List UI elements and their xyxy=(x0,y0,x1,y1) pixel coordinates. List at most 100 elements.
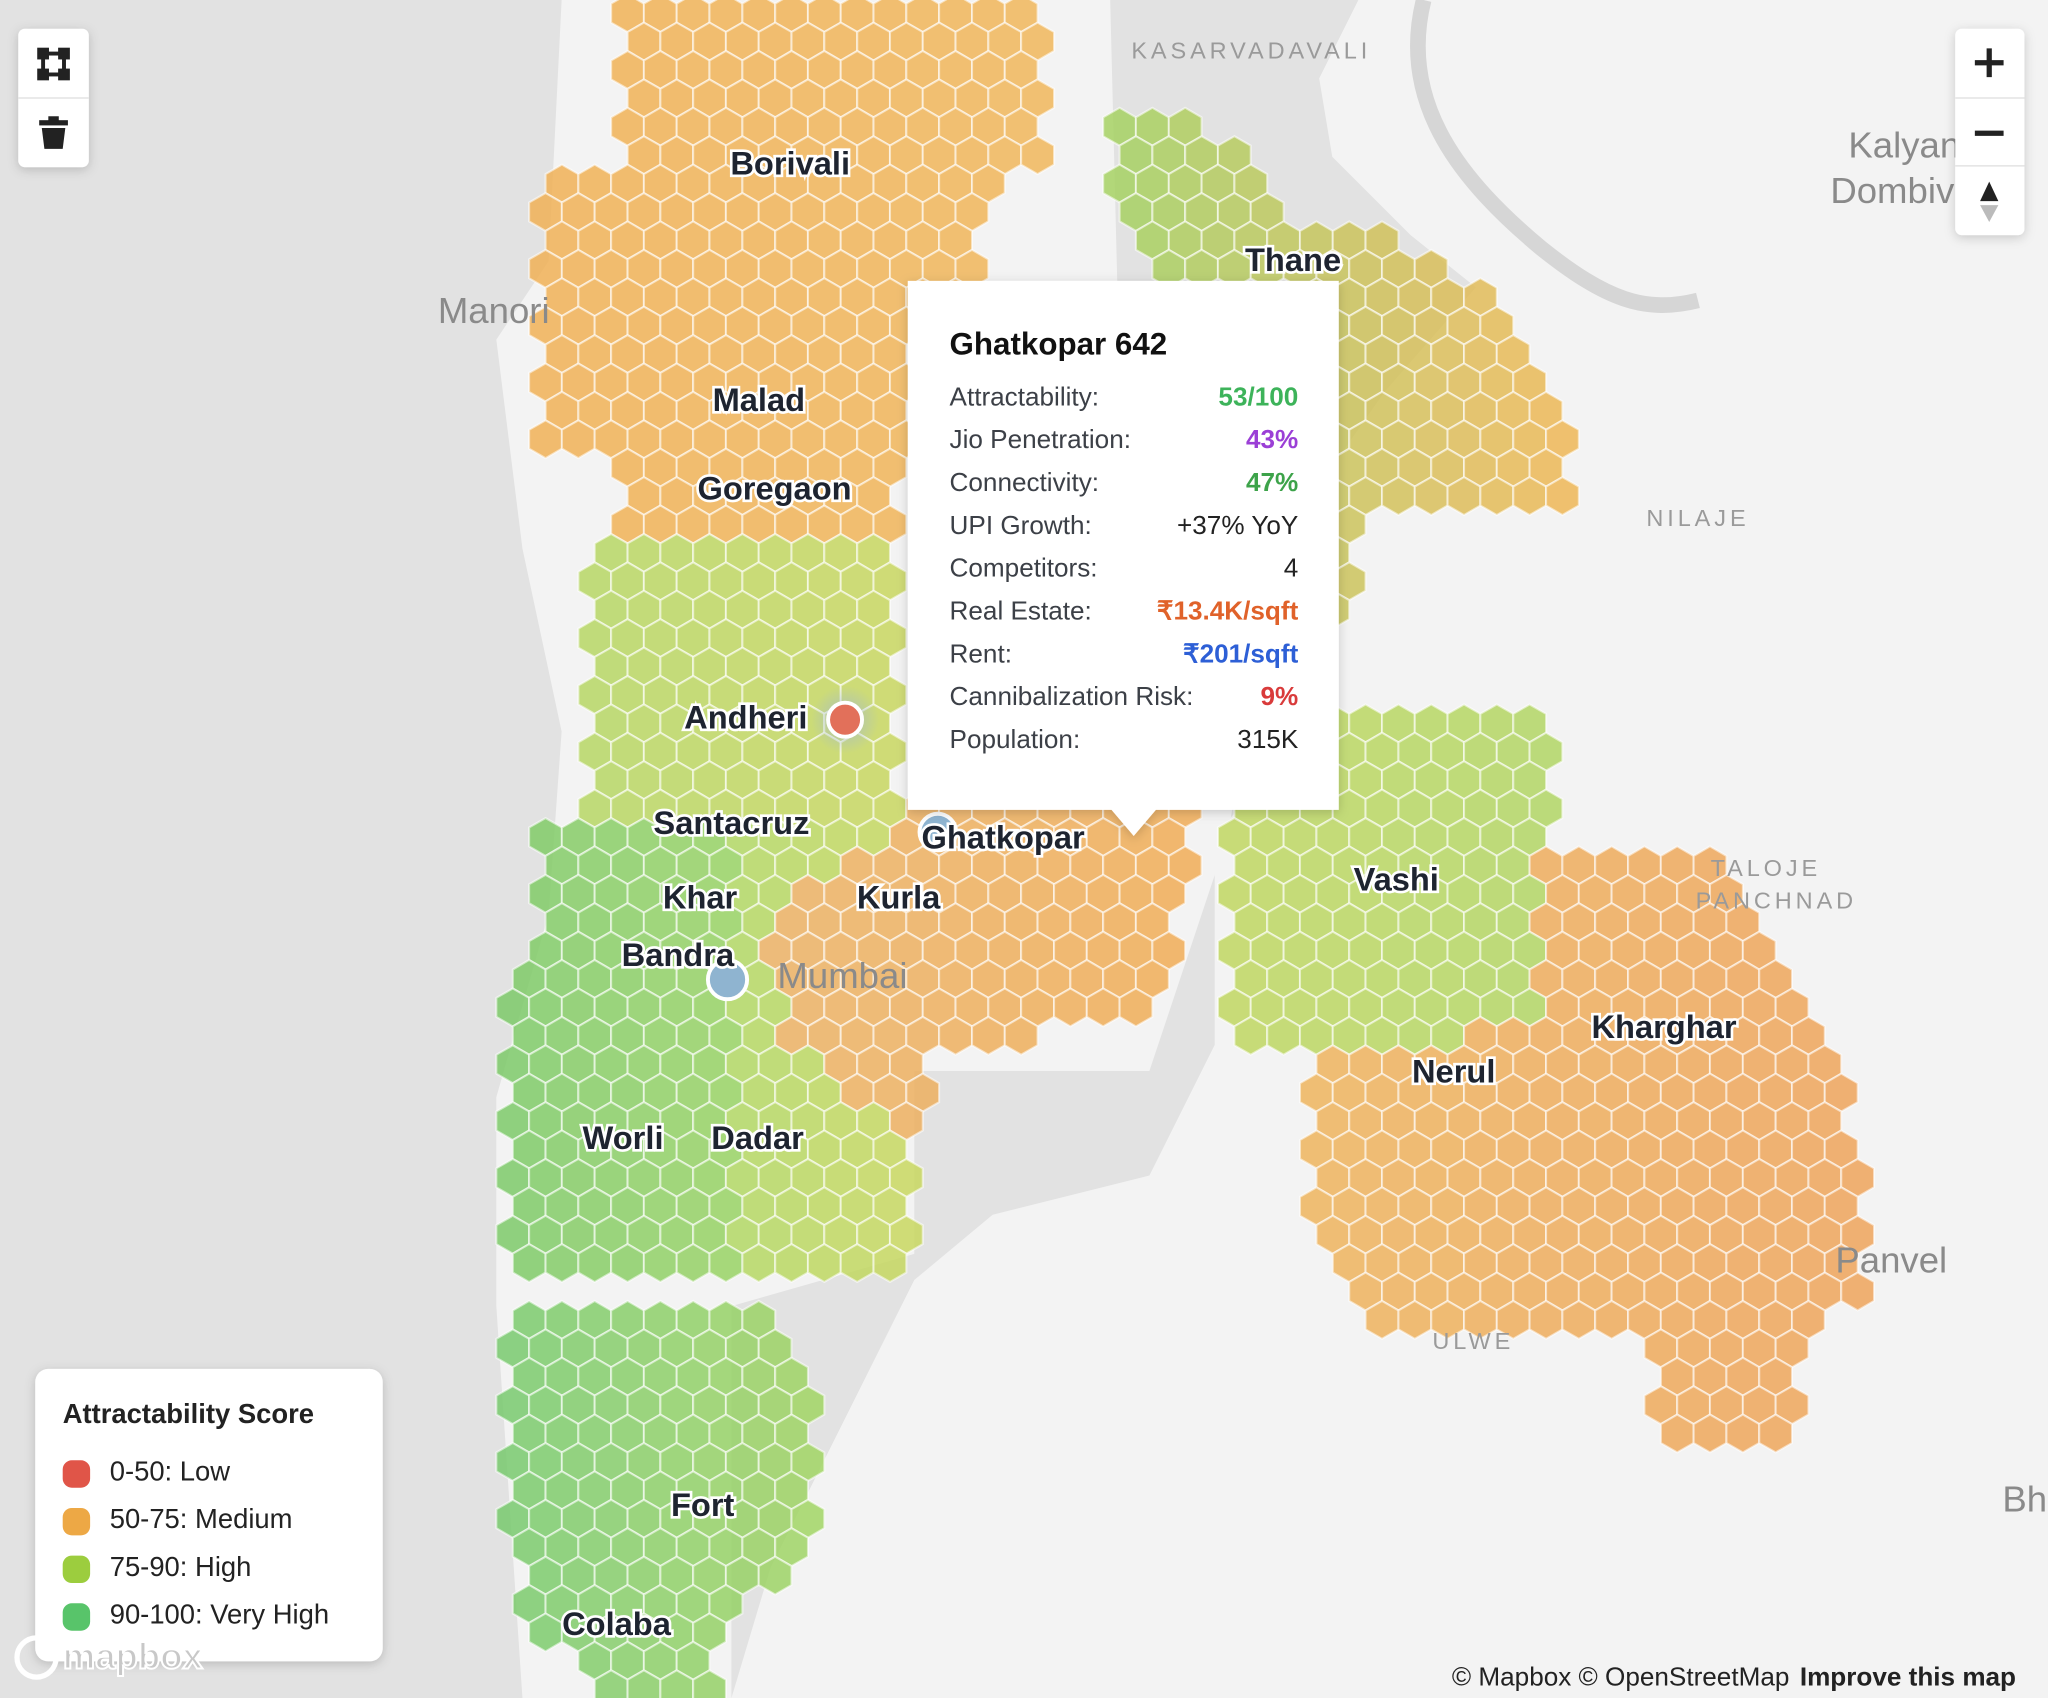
tooltip-title: Ghatkopar 642 xyxy=(950,326,1168,361)
place-label[interactable]: Bandra xyxy=(619,933,738,975)
place-label[interactable]: Andheri xyxy=(682,696,811,738)
place-label[interactable]: Santacruz xyxy=(651,802,812,844)
hex-cell[interactable] xyxy=(1380,475,1416,517)
tooltip-value: ₹201/sqft xyxy=(1183,638,1299,668)
place-label[interactable]: Colaba xyxy=(559,1602,674,1644)
zoom-in[interactable] xyxy=(1974,48,2004,78)
mapbox-logo: mapbox xyxy=(63,1635,204,1676)
hex-cell[interactable] xyxy=(1233,1015,1269,1056)
area-label: KASARVADAVALI xyxy=(1131,37,1371,63)
legend-box xyxy=(35,1368,383,1662)
place-label[interactable]: Worli xyxy=(580,1116,666,1158)
place-label[interactable]: Fort xyxy=(668,1483,737,1525)
legend-swatch xyxy=(62,1603,91,1631)
place-label[interactable]: Dadar xyxy=(709,1116,807,1158)
hex-cell[interactable] xyxy=(1446,475,1482,517)
hex-cell[interactable] xyxy=(839,1242,875,1284)
tooltip: Ghatkopar 642 Attractability: 53/100 Jio P… xyxy=(907,280,1339,836)
place-label[interactable]: Khar xyxy=(660,876,740,918)
hex-cell[interactable] xyxy=(593,1669,629,1698)
hex-cell[interactable] xyxy=(1545,475,1580,517)
hex-cell[interactable] xyxy=(872,1242,908,1284)
hex-cell[interactable] xyxy=(1479,475,1515,517)
hex-cell[interactable] xyxy=(1118,987,1154,1028)
tooltip-label: Connectivity: xyxy=(950,467,1099,497)
place-label[interactable]: Vashi xyxy=(1351,858,1442,900)
area-label: Manori xyxy=(438,290,550,331)
legend-label: 0-50: Low xyxy=(110,1456,231,1487)
site-marker[interactable] xyxy=(917,811,959,853)
attribution-text[interactable]: © Mapbox © OpenStreetMap xyxy=(1452,1661,1789,1691)
hex-cell[interactable] xyxy=(1413,475,1449,517)
compass[interactable] xyxy=(1980,181,1999,223)
hex-cell[interactable] xyxy=(1020,135,1056,176)
tooltip-label: Real Estate: xyxy=(950,595,1092,625)
hex-cell[interactable] xyxy=(675,1242,711,1284)
hex-cell[interactable] xyxy=(1594,1299,1630,1340)
place-label[interactable]: Kurla xyxy=(854,876,944,918)
legend-swatch xyxy=(62,1507,91,1536)
place-label[interactable]: Borivali xyxy=(728,142,853,184)
hex-cell[interactable] xyxy=(1512,475,1548,517)
hex-cell[interactable] xyxy=(511,1242,547,1284)
place-label[interactable]: Nerul xyxy=(1409,1050,1498,1092)
place-label[interactable]: Ghatkopar xyxy=(919,816,1088,858)
hex-cell[interactable] xyxy=(577,1242,613,1284)
hex-cell[interactable] xyxy=(757,1555,793,1596)
site-marker[interactable] xyxy=(826,700,864,739)
place-label[interactable]: Malad xyxy=(710,378,808,420)
hex-cell[interactable] xyxy=(659,1669,695,1698)
area-label: Mumbai xyxy=(777,955,907,996)
hex-cell[interactable] xyxy=(774,1242,810,1284)
hex-cell[interactable] xyxy=(1561,1299,1597,1341)
hex-cell[interactable] xyxy=(1840,1271,1876,1312)
site-marker[interactable] xyxy=(705,958,750,1002)
hex-cell[interactable] xyxy=(528,1612,563,1653)
hex-cell[interactable] xyxy=(1692,1413,1728,1454)
trash-tool[interactable] xyxy=(39,116,68,149)
hex-cell[interactable] xyxy=(938,1015,974,1056)
tooltip-label: Rent: xyxy=(950,638,1012,668)
legend-label: 75-90: High xyxy=(110,1551,252,1582)
legend-swatch xyxy=(62,1460,91,1488)
improve-link[interactable]: Improve this map xyxy=(1800,1661,2016,1691)
area-label: PANCHNAD xyxy=(1696,888,1857,914)
area-label: Kalyan xyxy=(1848,124,1960,165)
hex-cell[interactable] xyxy=(806,1242,842,1284)
tooltip-label: UPI Growth: xyxy=(950,510,1092,540)
hex-cell[interactable] xyxy=(1725,1413,1761,1454)
hex-cell[interactable] xyxy=(708,1242,744,1284)
polygon-tool[interactable] xyxy=(37,47,70,81)
hex-cell[interactable] xyxy=(610,1242,645,1284)
hex-cell[interactable] xyxy=(1397,1299,1433,1341)
hex-cell[interactable] xyxy=(692,1669,727,1698)
tooltip-value: 9% xyxy=(1261,681,1299,711)
legend-title: Attractability Score xyxy=(63,1398,314,1429)
place-label[interactable]: Thane xyxy=(1242,239,1343,281)
hex-cell[interactable] xyxy=(528,419,563,460)
area-label: Panvel xyxy=(1835,1240,1947,1281)
hex-cell[interactable] xyxy=(1528,1299,1564,1341)
hex-cell[interactable] xyxy=(741,1242,777,1284)
hex-cell[interactable] xyxy=(1052,987,1088,1028)
mapbox-logo-mark xyxy=(14,1635,59,1680)
place-label[interactable]: Goregaon xyxy=(695,467,854,509)
place-label[interactable]: Kharghar xyxy=(1589,1005,1740,1047)
hex-cell[interactable] xyxy=(1364,1299,1400,1340)
hex-cell[interactable] xyxy=(1085,987,1121,1028)
hex-cell[interactable] xyxy=(1266,1015,1302,1056)
tooltip-label: Jio Penetration: xyxy=(950,424,1131,454)
hex-layer xyxy=(495,0,1876,1698)
hex-cell[interactable] xyxy=(560,419,596,460)
hex-cell[interactable] xyxy=(544,1242,580,1284)
hex-cell[interactable] xyxy=(1758,1413,1794,1454)
nav-controls xyxy=(1955,28,2025,236)
hex-cell[interactable] xyxy=(1659,1413,1695,1454)
tooltip-label: Competitors: xyxy=(950,553,1098,583)
hex-cell[interactable] xyxy=(642,1242,678,1284)
hex-cell[interactable] xyxy=(970,1015,1006,1056)
hex-cell[interactable] xyxy=(1003,1015,1039,1056)
tooltip-value: 43% xyxy=(1246,424,1298,454)
hex-cell[interactable] xyxy=(626,1669,662,1698)
